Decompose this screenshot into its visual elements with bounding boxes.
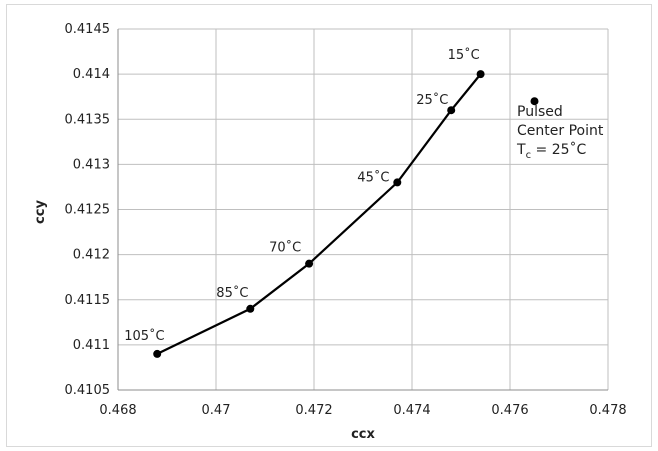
- series-1-point-0: [530, 97, 539, 106]
- annotation-line-2: Center Point: [517, 123, 604, 139]
- chart-frame: [6, 4, 652, 447]
- y-tick-label-5: 0.413: [73, 157, 110, 172]
- pulsed-annotation: Pulsed Center Point Tc = 25˚C: [516, 104, 604, 161]
- series-0-point-5: [476, 70, 485, 79]
- y-tick-label-8: 0.4145: [65, 22, 111, 37]
- series-0-point-3: [393, 178, 402, 187]
- series-0-point-1: [246, 304, 255, 313]
- y-tick-label-3: 0.412: [73, 248, 110, 263]
- y-tick-label-0: 0.4105: [65, 383, 111, 398]
- tick-labels: 0.468 0.47 0.472 0.474 0.476 0.478 0.4105 0.411…: [65, 22, 627, 418]
- y-tick-label-7: 0.414: [73, 67, 110, 82]
- y-axis-title: ccy: [33, 200, 48, 224]
- tc-subscript: c: [526, 150, 532, 161]
- series-0-point-2: [305, 259, 314, 268]
- tc-value: = 25˚C: [531, 141, 586, 158]
- x-tick-label-1: 0.47: [202, 403, 231, 418]
- y-tick-label-4: 0.4125: [65, 203, 111, 218]
- point-labels: 105˚C 85˚C 70˚C 45˚C 25˚C 15˚C: [124, 47, 480, 344]
- y-tick-label-6: 0.4135: [65, 112, 111, 127]
- point-label-0: 105˚C: [124, 328, 164, 344]
- x-tick-label-3: 0.474: [393, 403, 430, 418]
- tc-symbol: T: [516, 142, 526, 158]
- y-tick-label-1: 0.411: [73, 338, 110, 353]
- x-tick-label-2: 0.472: [295, 403, 332, 418]
- series-0-line: [156, 73, 482, 355]
- series-0-point-4: [447, 106, 456, 115]
- annotation-line-3: Tc = 25˚C: [516, 141, 587, 161]
- annotation-line-1: Pulsed: [517, 104, 563, 120]
- x-tick-label-4: 0.476: [491, 403, 528, 418]
- grid: [118, 28, 609, 390]
- x-axis-title: ccx: [351, 427, 375, 442]
- x-tick-label-0: 0.468: [99, 403, 136, 418]
- x-tick-label-5: 0.478: [589, 403, 626, 418]
- series: [153, 70, 539, 358]
- point-label-2: 70˚C: [269, 240, 301, 256]
- point-label-1: 85˚C: [216, 285, 248, 301]
- point-label-4: 25˚C: [416, 92, 448, 108]
- point-label-3: 45˚C: [357, 169, 389, 185]
- point-label-5: 15˚C: [448, 47, 480, 63]
- y-tick-label-2: 0.4115: [65, 293, 111, 308]
- axes: [117, 29, 608, 391]
- series-0-point-0: [153, 349, 162, 358]
